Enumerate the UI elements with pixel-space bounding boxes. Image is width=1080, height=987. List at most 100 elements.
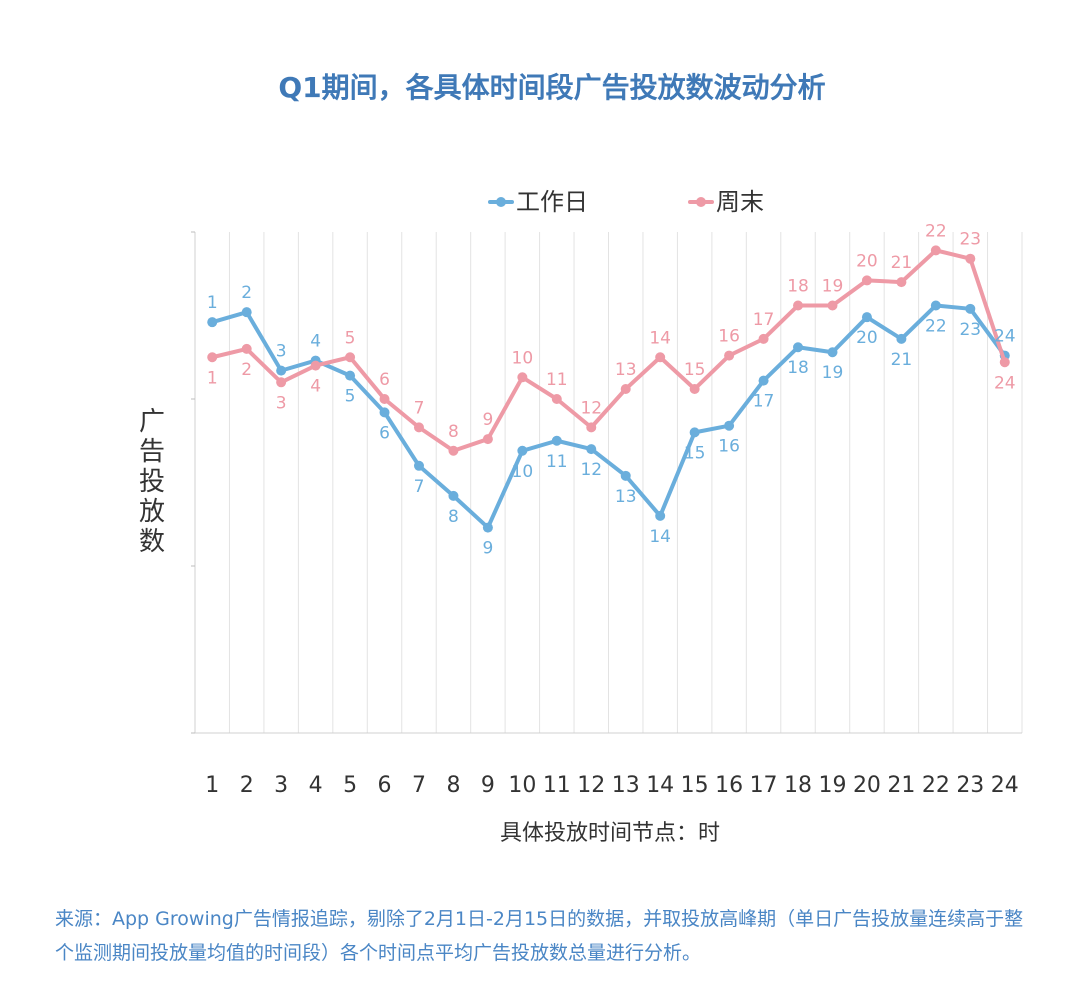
x-tick-label: 15 bbox=[681, 773, 709, 798]
x-tick-label: 24 bbox=[991, 773, 1019, 798]
data-point bbox=[207, 317, 218, 328]
data-point bbox=[861, 275, 872, 286]
data-point bbox=[551, 394, 562, 404]
data-label: 23 bbox=[959, 230, 981, 250]
x-tick-label: 19 bbox=[818, 773, 846, 798]
data-point bbox=[517, 445, 528, 456]
x-tick-label: 10 bbox=[508, 773, 536, 798]
y-axis-label: 广告投放数 bbox=[139, 407, 165, 557]
data-point bbox=[827, 347, 838, 358]
data-label: 5 bbox=[345, 328, 356, 348]
legend-label-weekend: 周末 bbox=[716, 188, 764, 216]
data-label: 12 bbox=[580, 460, 602, 480]
data-point bbox=[345, 352, 356, 363]
data-label: 3 bbox=[276, 342, 287, 362]
series: 1122334455667788991010111112121313141415… bbox=[207, 221, 1016, 558]
data-label: 5 bbox=[345, 387, 356, 407]
x-tick-label: 1 bbox=[205, 773, 219, 798]
data-point bbox=[586, 422, 597, 433]
x-tick-label: 18 bbox=[784, 773, 812, 798]
data-label: 17 bbox=[753, 392, 775, 412]
series-line bbox=[211, 248, 1007, 453]
data-point bbox=[758, 333, 769, 344]
data-point bbox=[379, 407, 390, 418]
data-point bbox=[551, 435, 562, 446]
data-label: 3 bbox=[276, 393, 287, 413]
data-point bbox=[827, 300, 838, 311]
data-point bbox=[276, 377, 287, 388]
data-label: 11 bbox=[546, 452, 568, 472]
x-axis-label: 具体投放时间节点：时 bbox=[500, 821, 720, 846]
x-tick-label: 5 bbox=[343, 773, 357, 798]
data-label: 19 bbox=[822, 363, 844, 383]
data-label: 18 bbox=[787, 276, 809, 296]
data-label: 12 bbox=[580, 398, 602, 418]
x-axis-ticks: 1 2 3 4 5 6 7 8 9 10 11 12 13 14 15 16 17 18 19 20 21 22 23 24 bbox=[205, 773, 1019, 798]
data-point bbox=[896, 277, 907, 288]
x-tick-label: 20 bbox=[853, 773, 881, 798]
data-label: 21 bbox=[891, 350, 913, 370]
data-label: 22 bbox=[925, 221, 947, 241]
data-label: 22 bbox=[925, 316, 947, 336]
data-label: 4 bbox=[310, 377, 321, 397]
x-tick-label: 6 bbox=[378, 773, 392, 798]
data-point bbox=[448, 490, 459, 501]
x-tick-label: 17 bbox=[750, 773, 778, 798]
x-tick-label: 11 bbox=[543, 773, 571, 798]
x-tick-label: 3 bbox=[274, 773, 288, 798]
data-label: 13 bbox=[615, 487, 637, 507]
data-label: 9 bbox=[482, 539, 493, 559]
data-label: 14 bbox=[649, 527, 671, 547]
data-point bbox=[930, 245, 941, 256]
data-point bbox=[620, 383, 631, 394]
data-label: 1 bbox=[207, 368, 218, 388]
data-point bbox=[689, 383, 700, 394]
data-label: 10 bbox=[512, 348, 534, 368]
data-point bbox=[999, 357, 1010, 368]
data-label: 13 bbox=[615, 360, 637, 380]
source-note: 来源：App Growing广告情报追踪，剔除了2月1日-2月15日的数据，并取… bbox=[55, 908, 1024, 964]
data-label: 15 bbox=[684, 443, 706, 463]
data-point bbox=[724, 420, 735, 431]
data-point bbox=[345, 370, 356, 381]
data-point bbox=[689, 427, 700, 438]
data-label: 6 bbox=[379, 423, 390, 443]
data-point bbox=[896, 333, 907, 344]
data-label: 6 bbox=[379, 370, 390, 390]
legend-label-workday: 工作日 bbox=[516, 188, 588, 216]
x-tick-label: 14 bbox=[646, 773, 674, 798]
data-point bbox=[758, 375, 769, 386]
series-line bbox=[211, 303, 1007, 530]
data-point bbox=[207, 352, 218, 363]
data-label: 16 bbox=[718, 437, 740, 457]
data-point bbox=[413, 460, 424, 471]
data-label: 15 bbox=[684, 360, 706, 380]
data-point bbox=[482, 434, 493, 445]
data-point bbox=[930, 300, 941, 311]
data-point bbox=[655, 352, 666, 363]
data-label: 11 bbox=[546, 370, 568, 390]
data-label: 20 bbox=[856, 328, 878, 348]
data-label: 8 bbox=[448, 507, 459, 527]
data-label: 18 bbox=[787, 358, 809, 378]
data-point bbox=[793, 300, 804, 311]
data-point bbox=[620, 470, 631, 481]
data-point bbox=[965, 253, 976, 264]
x-tick-label: 21 bbox=[887, 773, 915, 798]
x-tick-label: 7 bbox=[412, 773, 426, 798]
data-label: 2 bbox=[241, 360, 252, 380]
x-tick-label: 12 bbox=[577, 773, 605, 798]
data-point bbox=[482, 522, 493, 533]
data-point bbox=[655, 510, 666, 521]
data-label: 14 bbox=[649, 328, 671, 348]
x-tick-label: 9 bbox=[481, 773, 495, 798]
data-label: 1 bbox=[207, 293, 218, 313]
data-point bbox=[586, 444, 597, 455]
x-tick-label: 22 bbox=[922, 773, 950, 798]
data-point bbox=[517, 372, 528, 383]
x-tick-label: 2 bbox=[240, 773, 254, 798]
x-tick-label: 23 bbox=[956, 773, 984, 798]
x-tick-label: 16 bbox=[715, 773, 743, 798]
data-point bbox=[276, 365, 287, 376]
data-label: 16 bbox=[718, 327, 740, 347]
